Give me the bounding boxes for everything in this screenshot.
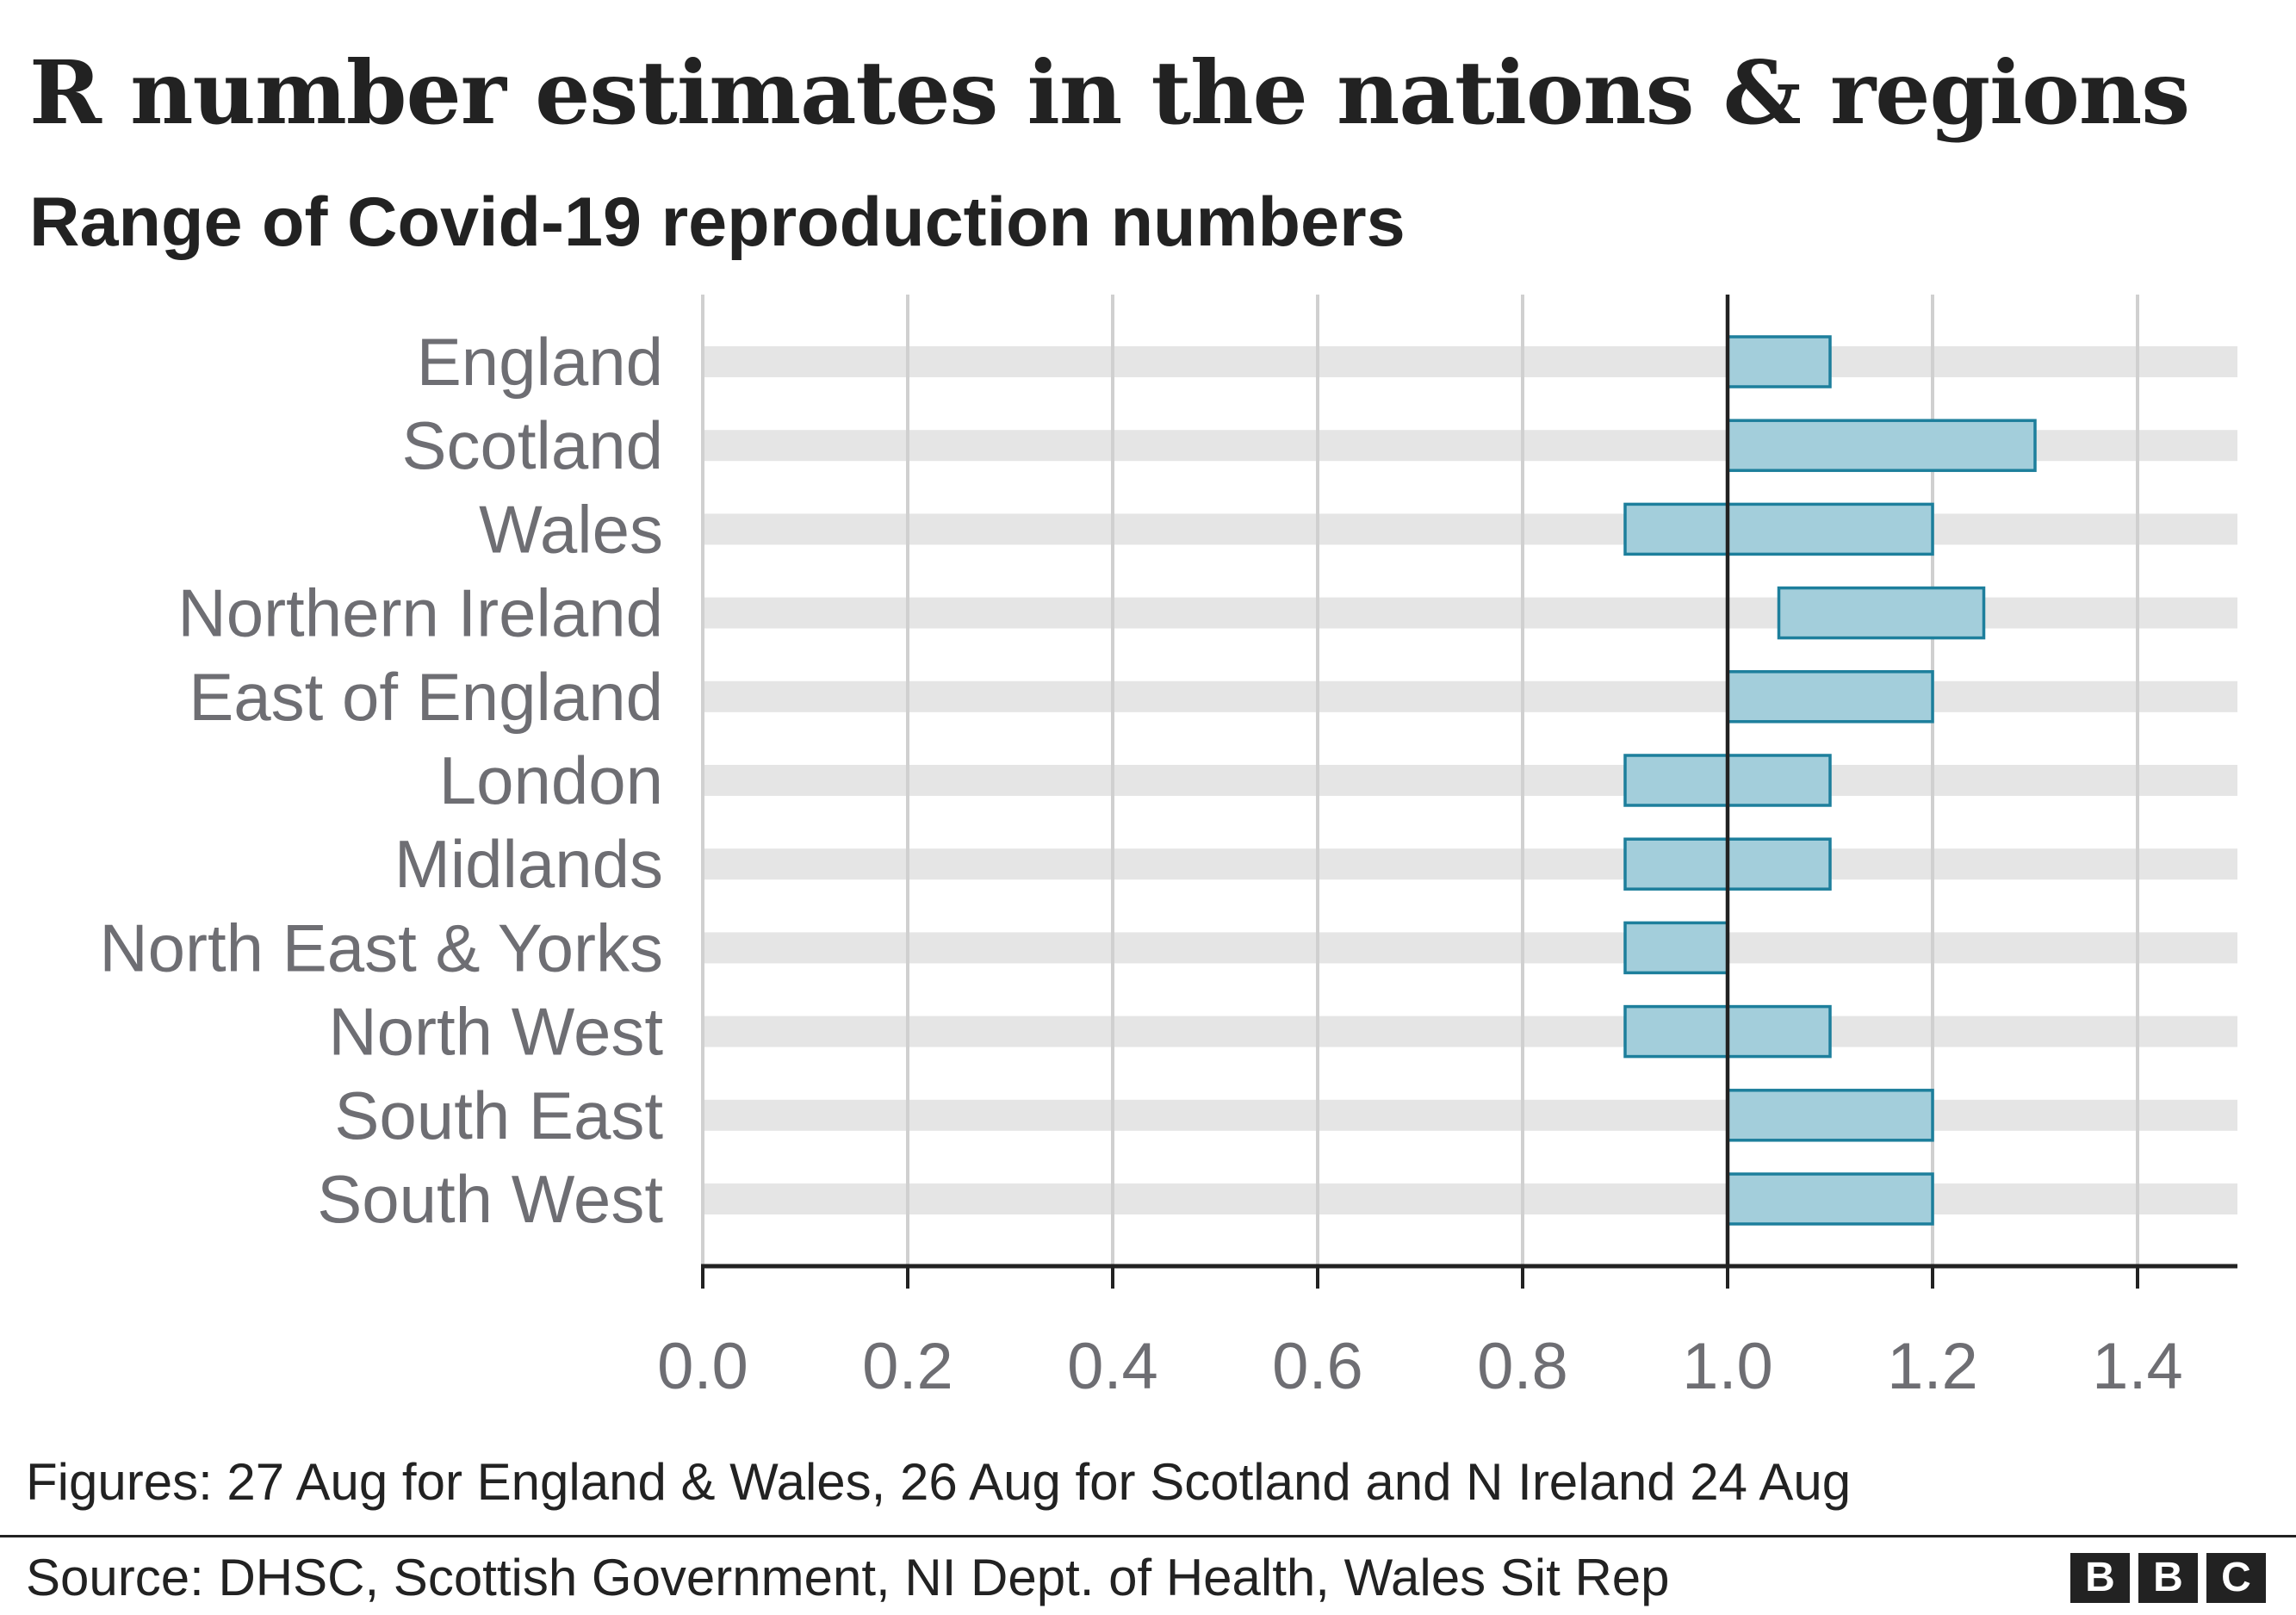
category-label: South East [334,1078,663,1153]
footnote: Figures: 27 Aug for England & Wales, 26 … [26,1453,1852,1511]
source-note: Source: DHSC, Scottish Government, NI De… [26,1549,1670,1606]
range-bar [1623,502,1934,556]
x-axis [701,1264,2237,1289]
x-tick-label: 0.6 [1272,1330,1363,1403]
row-band [703,932,2237,964]
category-label: Scotland [401,407,663,483]
logo-letter: B [2138,1553,2198,1603]
row-band [703,680,2237,712]
category-label: Midlands [394,826,663,902]
row-band [703,597,2237,629]
row-band [703,1183,2237,1214]
chart-subtitle: Range of Covid-19 reproduction numbers [29,183,1406,261]
row-band [703,346,2237,377]
range-bar [1726,670,1934,724]
range-bar [1726,335,1832,388]
x-tick-label: 0.2 [862,1330,953,1403]
x-tick-label: 0.8 [1477,1330,1568,1403]
row-bands [703,346,2237,1214]
x-tick-label: 1.0 [1682,1330,1773,1403]
category-label: South West [317,1161,663,1237]
logo-letter: B [2070,1553,2130,1603]
category-label: North West [328,994,663,1070]
range-bar [1777,586,1986,640]
category-label: Northern Ireland [177,575,663,651]
x-tick-label: 0.0 [657,1330,748,1403]
row-band [703,1099,2237,1131]
category-label: North East & Yorks [99,910,663,985]
logo-letter: C [2206,1553,2266,1603]
category-label: East of England [189,659,663,735]
x-tick-label: 1.4 [2092,1330,2183,1403]
category-label: Wales [479,491,663,567]
range-bar [1726,1089,1934,1142]
row-band [703,765,2237,796]
chart-title: R number estimates in the nations & regi… [29,41,2190,144]
x-tick-label: 1.2 [1887,1330,1978,1403]
row-band [703,513,2237,545]
range-bar [1726,419,2037,472]
range-bar [1623,921,1729,975]
x-tick-label: 0.4 [1067,1330,1158,1403]
footer-divider [0,1535,2296,1537]
category-label: England [417,324,663,400]
row-band [703,1016,2237,1047]
category-label: London [439,742,663,818]
bbc-logo: B B C [2070,1553,2267,1603]
range-bar [1726,1172,1934,1226]
tick-labels: 0.0 0.2 0.4 0.6 0.8 1.0 1.2 1.4 [657,1330,2183,1403]
row-band [703,848,2237,880]
